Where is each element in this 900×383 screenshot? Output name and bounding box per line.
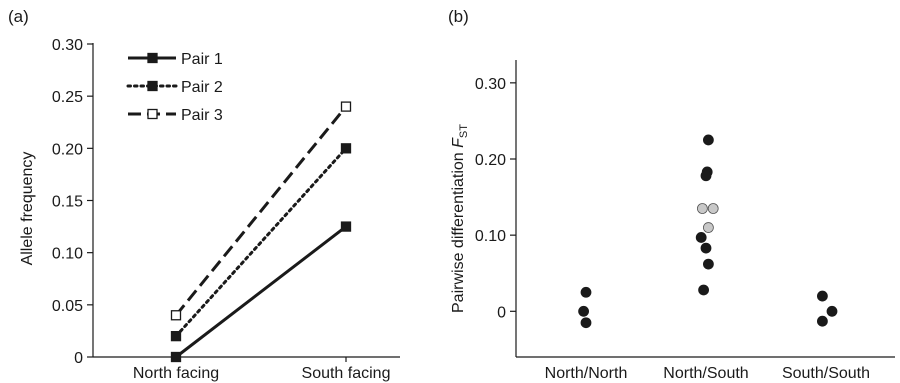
series-line-2 (174, 146, 348, 338)
x-tick-label-b: North/South (663, 365, 748, 382)
series-marker-3 (340, 101, 352, 112)
legend-marker-3 (147, 108, 158, 120)
x-tick-label-b: North/North (545, 365, 628, 382)
panel-label-a: (a) (8, 7, 29, 26)
y-axis-label-b-symbol: F (450, 137, 467, 148)
y-tick-label-b: 0.10 (475, 228, 506, 245)
y-tick-label-a: 0.25 (52, 89, 83, 106)
y-tick-label-b: 0.30 (475, 76, 506, 93)
scatter-point-black (580, 286, 592, 298)
series-marker-1 (170, 351, 182, 363)
series-marker-1 (340, 221, 352, 232)
y-axis-label-a: Allele frequency (19, 152, 36, 266)
y-tick-label-a: 0.15 (52, 194, 83, 211)
panel-label-b: (b) (448, 7, 469, 26)
y-tick-label-b: 0 (497, 304, 506, 321)
scatter-point-black (700, 170, 712, 182)
scatter-point-black (578, 305, 589, 317)
scatter-point-black (703, 258, 714, 270)
y-axis-label-b-main: Pairwise differentiation (450, 148, 467, 313)
x-tick-label-b: South/South (782, 365, 870, 382)
scatter-point-grey (707, 203, 719, 214)
legend-label: Pair 1 (181, 51, 223, 68)
series-line-3 (174, 105, 348, 317)
y-tick-label-a: 0.10 (52, 246, 83, 263)
scatter-point-black (817, 315, 828, 327)
y-tick-label-a: 0.05 (52, 298, 83, 315)
series-marker-2 (170, 330, 182, 342)
y-tick-label-a: 0.30 (52, 37, 83, 54)
y-axis-label-b: Pairwise differentiation FST (450, 124, 470, 313)
scatter-point-black (698, 284, 709, 296)
scatter-point-grey (703, 222, 714, 233)
y-tick-label-a: 0.20 (52, 141, 83, 158)
scatter-point-black (703, 134, 714, 146)
series-line-1 (175, 225, 347, 359)
y-axis-label-b-subscript: ST (458, 124, 470, 138)
y-tick-label-b: 0.20 (475, 152, 506, 169)
legend-marker-1 (147, 52, 158, 64)
scatter-point-black (700, 242, 712, 254)
legend-label: Pair 3 (181, 107, 223, 124)
scatter-point-black (826, 305, 838, 317)
series-marker-3 (170, 310, 182, 321)
scatter-point-black (580, 317, 592, 329)
legend-marker-2 (147, 80, 158, 92)
scatter-point-black (817, 290, 828, 302)
y-tick-label-a: 0 (74, 350, 83, 367)
x-tick-label-a: North facing (133, 365, 219, 382)
scatter-point-grey (697, 203, 708, 214)
legend-label: Pair 2 (181, 79, 223, 96)
series-marker-2 (340, 143, 352, 154)
scatter-point-black (695, 232, 707, 243)
x-tick-label-a: South facing (302, 365, 391, 382)
